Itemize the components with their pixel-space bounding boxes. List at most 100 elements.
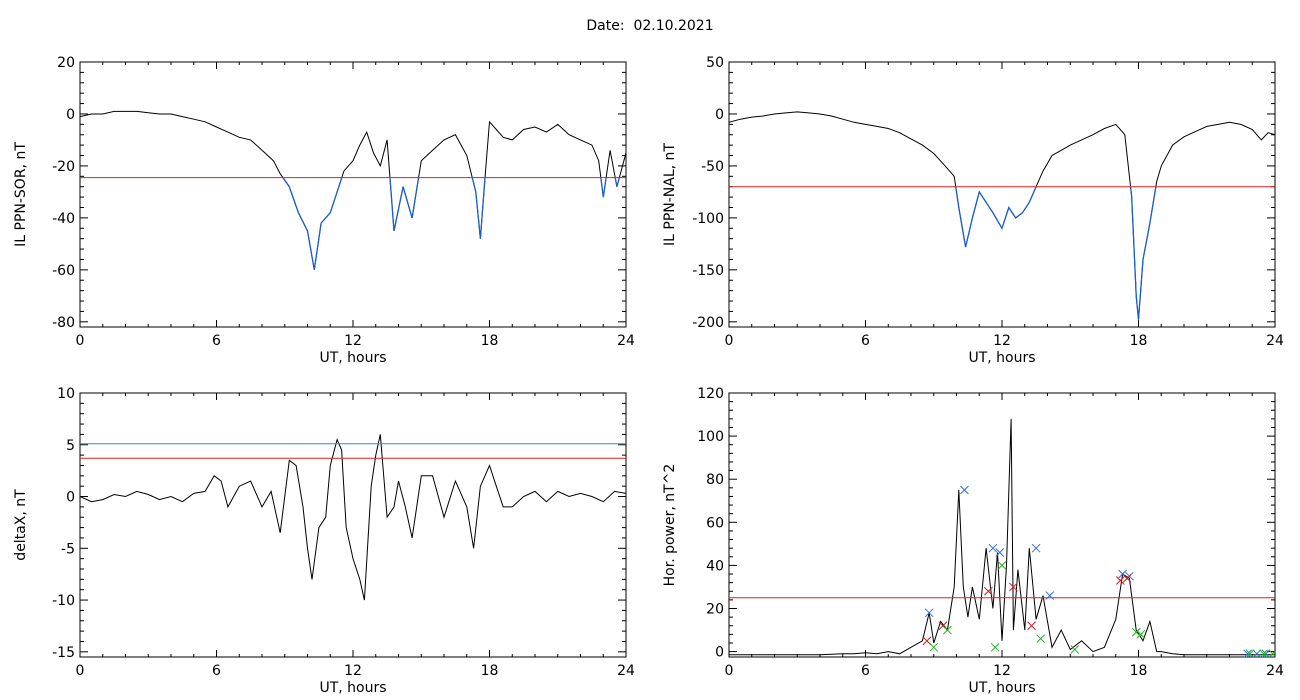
x-tick-label: 6 bbox=[861, 663, 870, 679]
series-line-highlight bbox=[282, 177, 621, 270]
marker-stroke bbox=[960, 485, 969, 495]
marker-stroke bbox=[1070, 645, 1080, 654]
y-axis-label: deltaX, nT bbox=[13, 489, 29, 561]
marker-blue-x bbox=[1031, 543, 1041, 553]
marker-stroke bbox=[924, 608, 934, 618]
x-axis-label: UT, hours bbox=[968, 680, 1035, 696]
highlight-group bbox=[955, 186, 1157, 320]
x-tick-label: 6 bbox=[861, 333, 870, 349]
marker-blue-x bbox=[960, 485, 969, 495]
x-axis-label: UT, hours bbox=[319, 680, 386, 696]
series-line bbox=[729, 111, 1275, 320]
x-tick-label: 18 bbox=[481, 663, 499, 679]
y-tick-label: -5 bbox=[61, 541, 75, 557]
y-tick-label: 20 bbox=[57, 55, 75, 71]
x-axis-label: UT, hours bbox=[968, 350, 1035, 366]
x-tick-label: 24 bbox=[1266, 333, 1284, 349]
marker-blue-x bbox=[924, 608, 934, 618]
marker-stroke bbox=[1136, 630, 1146, 639]
marker-blue-x bbox=[988, 543, 998, 553]
chart-panel-2: 0 6 12 18 24 -200 -150 -100 -50 0 50 UT, hours IL PP… bbox=[662, 55, 1284, 366]
x-tick-label: 6 bbox=[212, 663, 221, 679]
x-tick-label: 0 bbox=[725, 333, 734, 349]
chart-panel-4: 0 6 12 18 24 0 20 40 60 80 100 120 UT, hours Hor. pow… bbox=[662, 386, 1284, 696]
x-tick-label: 0 bbox=[76, 333, 85, 349]
y-tick-label: 100 bbox=[697, 429, 724, 445]
marker-blue-x bbox=[1045, 591, 1055, 600]
x-axis-label: UT, hours bbox=[319, 350, 386, 366]
x-tick-label: 18 bbox=[1130, 663, 1148, 679]
y-tick-label: 0 bbox=[715, 645, 724, 661]
x-tick-label: 18 bbox=[481, 333, 499, 349]
marker-green-x bbox=[1245, 649, 1255, 657]
plot-area bbox=[729, 418, 1275, 657]
date-label: Date: bbox=[586, 18, 625, 34]
y-tick-label: -200 bbox=[692, 315, 724, 331]
plot-area bbox=[729, 111, 1275, 320]
y-tick-label: 80 bbox=[706, 472, 724, 488]
x-tick-label: 12 bbox=[344, 663, 362, 679]
marker-red-x bbox=[983, 586, 993, 596]
marker-stroke bbox=[1131, 627, 1141, 637]
plot-area bbox=[80, 434, 626, 601]
marker-stroke bbox=[1036, 634, 1046, 644]
y-tick-label: -15 bbox=[52, 645, 75, 661]
marker-green-x bbox=[1131, 627, 1141, 637]
marker-stroke bbox=[1027, 621, 1036, 631]
marker-stroke bbox=[1118, 569, 1127, 579]
marker-stroke bbox=[1031, 543, 1041, 553]
marker-stroke bbox=[1268, 650, 1275, 657]
chart-panel-1: 0 6 12 18 24 -80 -60 -40 -20 0 20 UT, hours IL PPN-S… bbox=[13, 55, 635, 366]
y-tick-label: 0 bbox=[66, 490, 75, 506]
marker-green-x bbox=[929, 642, 939, 652]
series-line bbox=[729, 418, 1275, 656]
marker-stroke bbox=[1243, 649, 1253, 657]
date-value: 02.10.2021 bbox=[633, 18, 714, 34]
y-tick-label: 0 bbox=[715, 107, 724, 123]
x-tick-label: 18 bbox=[1130, 333, 1148, 349]
x-tick-label: 12 bbox=[344, 333, 362, 349]
marker-stroke bbox=[938, 621, 948, 631]
x-tick-label: 0 bbox=[76, 663, 85, 679]
y-tick-label: -20 bbox=[52, 159, 75, 175]
marker-stroke bbox=[1259, 649, 1268, 657]
marker-red-x bbox=[1122, 573, 1132, 583]
y-axis-label: Hor. power, nT^2 bbox=[662, 464, 678, 587]
x-tick-label: 24 bbox=[617, 333, 635, 349]
chart-panel-3: 0 6 12 18 24 -15 -10 -5 0 5 10 UT, hours deltaX, nT bbox=[13, 386, 635, 696]
x-tick-label: 0 bbox=[725, 663, 734, 679]
y-tick-label: 120 bbox=[697, 386, 724, 402]
marker-green-x bbox=[1259, 649, 1268, 657]
marker-green-x bbox=[1070, 645, 1080, 654]
y-tick-label: 40 bbox=[706, 558, 724, 574]
marker-stroke bbox=[1122, 573, 1132, 583]
marker-stroke bbox=[1115, 576, 1125, 585]
plot-frame bbox=[728, 392, 1276, 658]
plot-frame bbox=[79, 61, 627, 328]
plot-frame bbox=[79, 392, 627, 658]
marker-green-x bbox=[943, 625, 952, 635]
marker-stroke bbox=[1009, 582, 1018, 592]
marker-blue-x bbox=[995, 548, 1005, 557]
y-tick-label: 50 bbox=[706, 55, 724, 71]
marker-blue-x bbox=[1243, 649, 1253, 657]
y-axis-label: IL PPN-SOR, nT bbox=[13, 142, 29, 247]
marker-blue-x bbox=[1252, 649, 1262, 657]
marker-stroke bbox=[988, 543, 998, 553]
marker-stroke bbox=[997, 561, 1007, 570]
y-tick-label: -10 bbox=[52, 593, 75, 609]
x-tick-label: 24 bbox=[1266, 663, 1284, 679]
x-tick-label: 6 bbox=[212, 333, 221, 349]
y-tick-label: -40 bbox=[52, 211, 75, 227]
marker-red-x bbox=[1027, 621, 1036, 631]
series-line-highlight bbox=[955, 186, 1157, 320]
plot-area bbox=[80, 110, 626, 270]
plot-frame bbox=[728, 61, 1276, 328]
marker-stroke bbox=[922, 636, 932, 646]
y-axis-label: IL PPN-NAL, nT bbox=[662, 143, 678, 246]
y-tick-label: 0 bbox=[66, 107, 75, 123]
marker-green-x bbox=[997, 561, 1007, 570]
y-tick-label: 60 bbox=[706, 515, 724, 531]
date-line: Date: 02.10.2021 bbox=[0, 18, 1300, 34]
marker-red-x bbox=[1115, 576, 1125, 585]
